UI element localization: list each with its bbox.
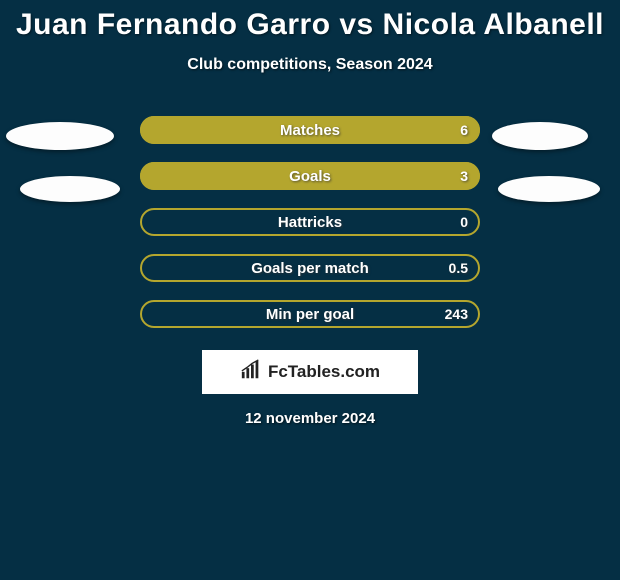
- stat-value: 243: [445, 300, 468, 328]
- stat-value: 0: [460, 208, 468, 236]
- stat-label: Goals per match: [140, 254, 480, 282]
- stat-label: Hattricks: [140, 208, 480, 236]
- page-subtitle: Club competitions, Season 2024: [0, 56, 620, 74]
- right-ellipse-2: [498, 176, 600, 202]
- stat-label: Min per goal: [140, 300, 480, 328]
- left-ellipse-2: [20, 176, 120, 202]
- logo-text: FcTables.com: [268, 362, 380, 382]
- chart-bars-icon: [240, 359, 262, 386]
- stat-row-min-per-goal: Min per goal 243: [140, 300, 480, 328]
- footer-date: 12 november 2024: [0, 410, 620, 427]
- fctables-logo[interactable]: FcTables.com: [202, 350, 418, 394]
- stat-row-goals-per-match: Goals per match 0.5: [140, 254, 480, 282]
- right-ellipse-1: [492, 122, 588, 150]
- stat-row-hattricks: Hattricks 0: [140, 208, 480, 236]
- stat-value: 0.5: [449, 254, 468, 282]
- page-title: Juan Fernando Garro vs Nicola Albanell: [0, 0, 620, 42]
- stat-label: Matches: [140, 116, 480, 144]
- stat-row-matches: Matches 6: [140, 116, 480, 144]
- stat-label: Goals: [140, 162, 480, 190]
- stat-row-goals: Goals 3: [140, 162, 480, 190]
- stat-value: 6: [460, 116, 468, 144]
- stat-value: 3: [460, 162, 468, 190]
- left-ellipse-1: [6, 122, 114, 150]
